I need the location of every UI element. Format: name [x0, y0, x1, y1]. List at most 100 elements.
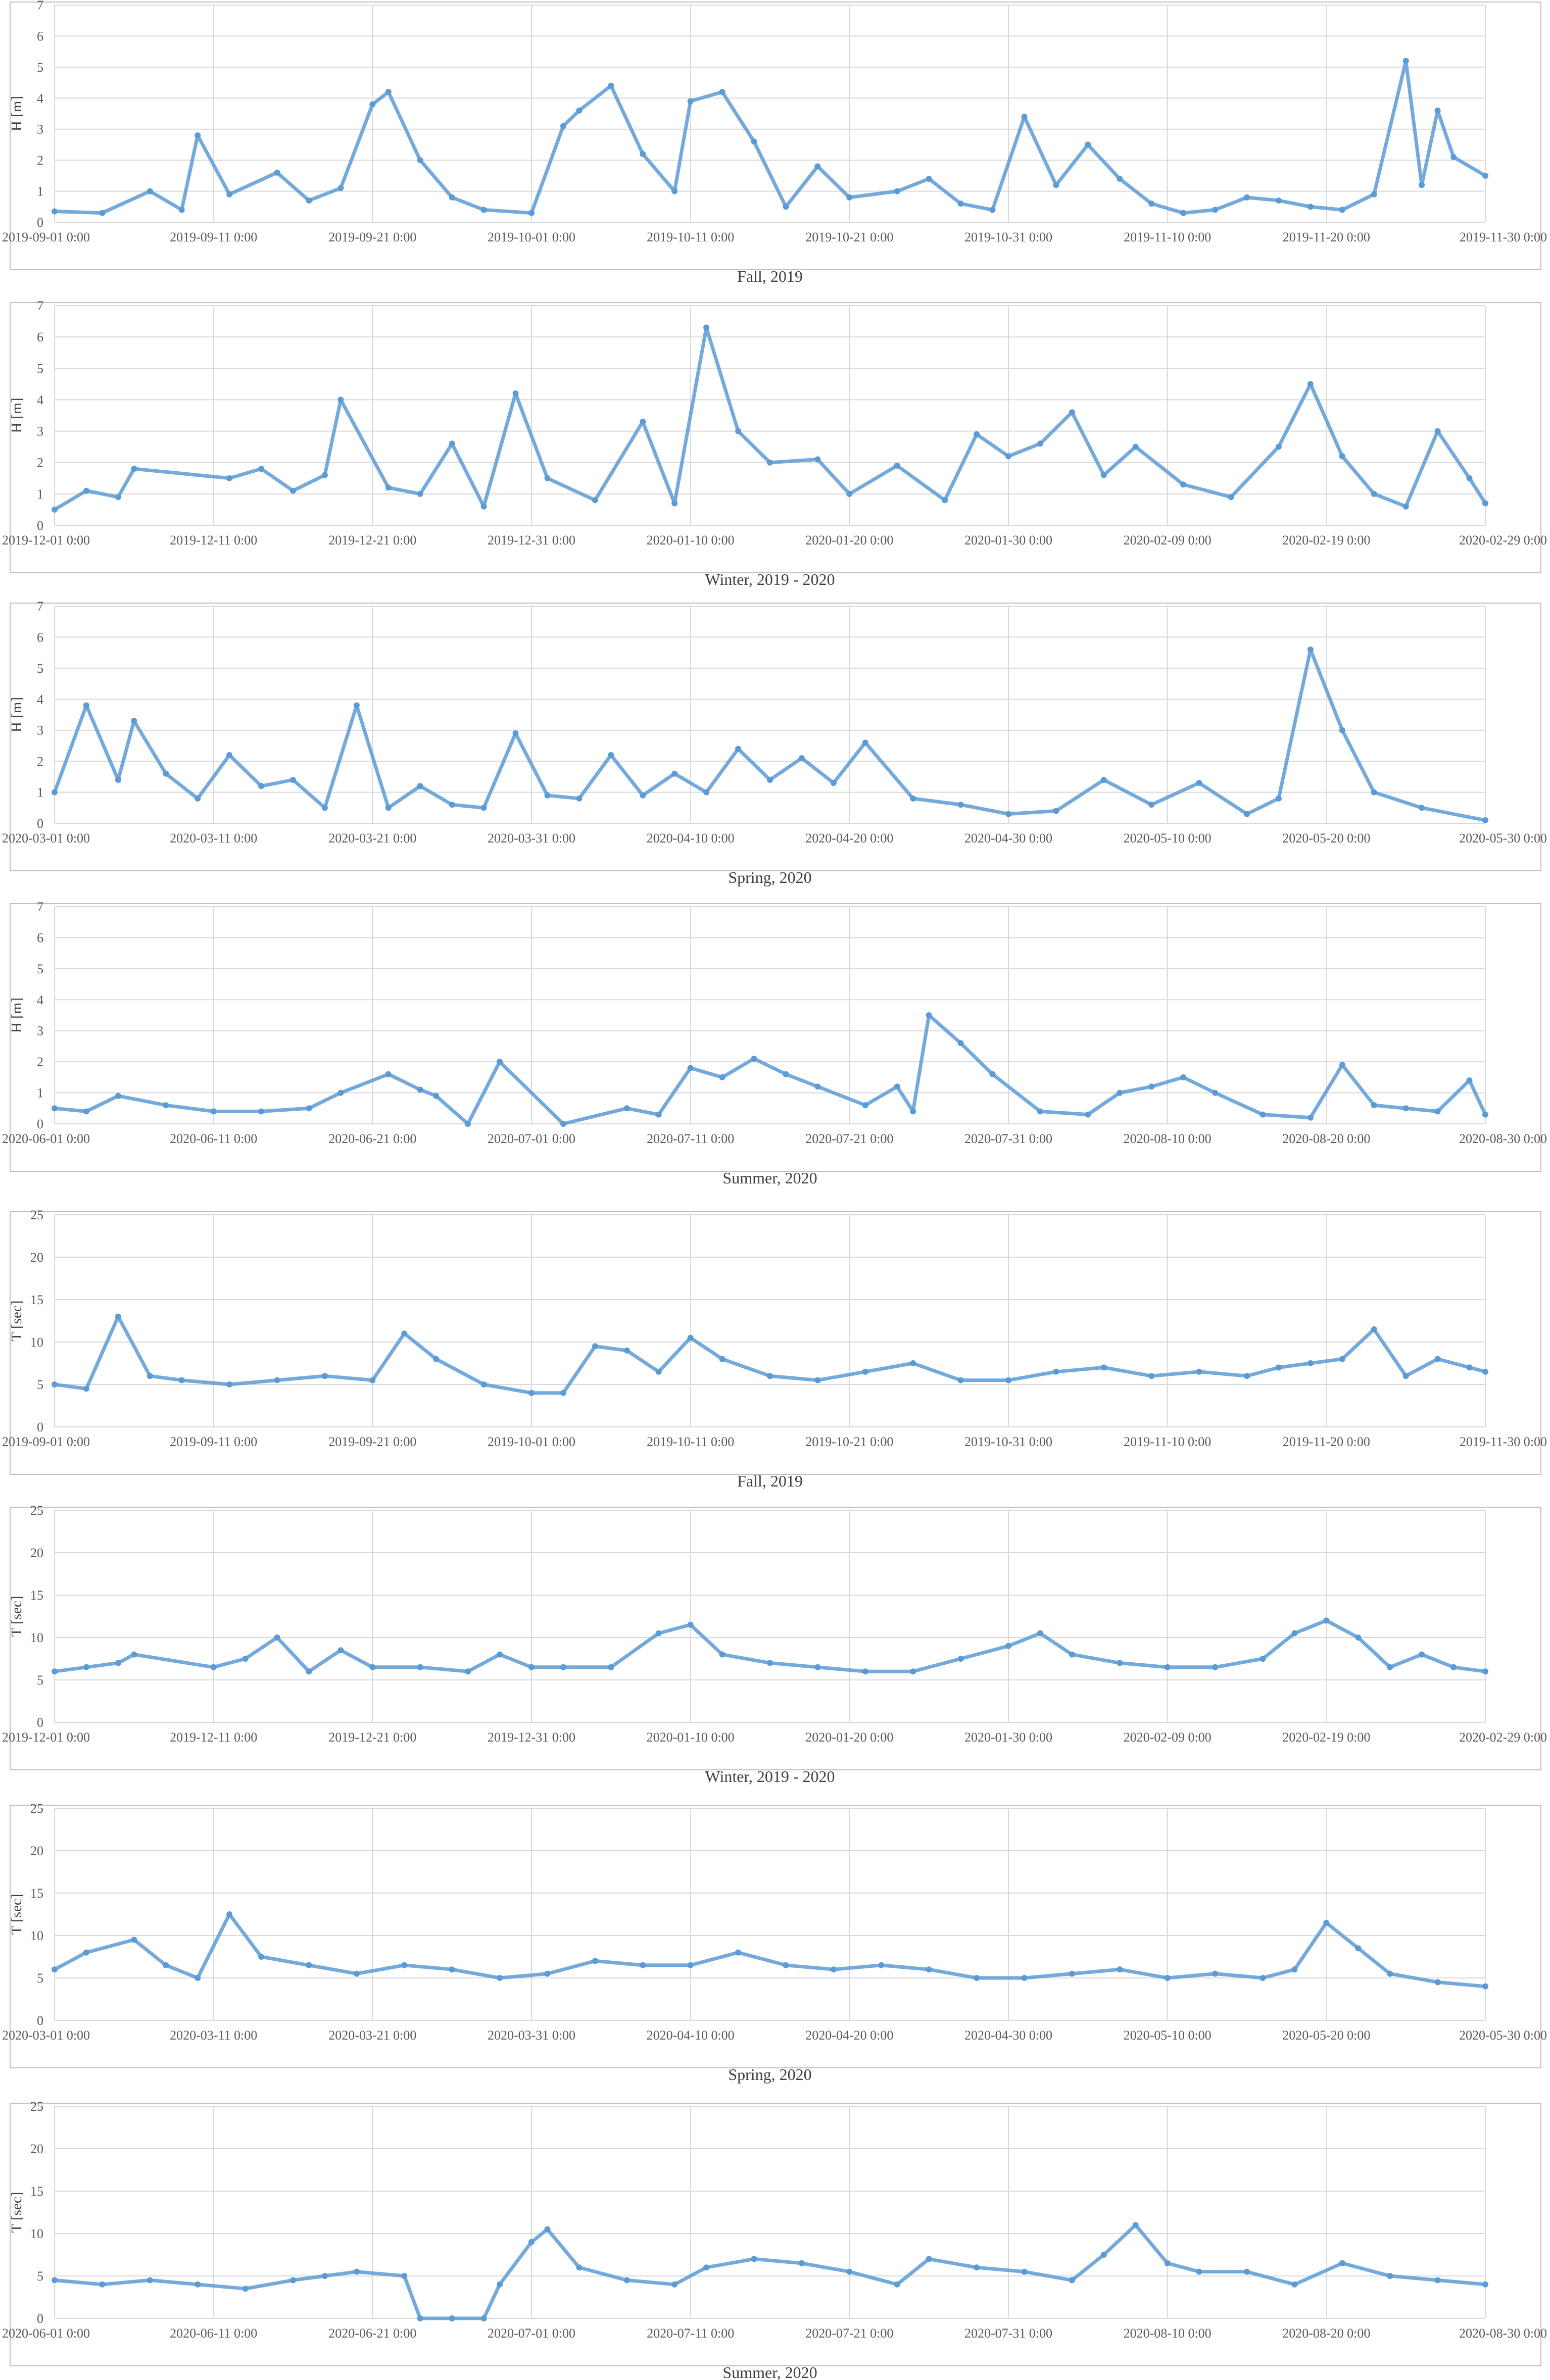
- data-point: [1244, 811, 1250, 817]
- data-point: [1482, 817, 1488, 823]
- data-point: [719, 1356, 725, 1362]
- data-point: [147, 188, 153, 194]
- data-point: [1434, 1108, 1441, 1115]
- y-tick-label: 7: [37, 599, 43, 614]
- y-tick-label: 10: [30, 1335, 43, 1350]
- x-tick-label: 2020-05-30 0:00: [1459, 831, 1547, 846]
- x-tick-label: 2020-08-30 0:00: [1459, 1131, 1547, 1146]
- data-point: [1387, 1664, 1393, 1670]
- data-point: [147, 1373, 153, 1379]
- data-point: [544, 475, 551, 481]
- data-point: [195, 132, 201, 138]
- x-tick-label: 2020-07-21 0:00: [805, 2326, 893, 2341]
- data-point: [1260, 1111, 1266, 1118]
- data-point: [1387, 2273, 1393, 2279]
- data-point: [1244, 1373, 1250, 1379]
- x-tick-label: 2019-09-21 0:00: [328, 230, 416, 244]
- x-tick-label: 2020-08-10 0:00: [1124, 1131, 1212, 1146]
- y-axis-label: H [m]: [9, 697, 25, 732]
- x-tick-label: 2019-10-21 0:00: [805, 230, 893, 244]
- data-point: [449, 2315, 455, 2321]
- data-point: [353, 702, 360, 709]
- data-point: [608, 752, 614, 758]
- data-point: [1434, 428, 1441, 434]
- data-point: [751, 2256, 757, 2262]
- data-point: [1148, 201, 1155, 207]
- y-axis-label: T [sec]: [9, 2192, 25, 2233]
- data-point: [1148, 1373, 1155, 1379]
- data-point: [1275, 1364, 1282, 1371]
- data-point: [989, 1071, 996, 1077]
- data-point: [226, 475, 233, 481]
- data-point: [798, 2260, 805, 2266]
- data-point: [703, 2264, 710, 2271]
- data-point: [528, 210, 535, 216]
- data-point: [1434, 1356, 1441, 1362]
- y-tick-label: 5: [37, 2269, 43, 2284]
- data-point: [528, 1664, 535, 1670]
- data-point: [497, 1975, 503, 1981]
- data-point: [1482, 1368, 1488, 1375]
- data-point: [353, 2268, 360, 2275]
- data-point: [592, 1958, 598, 1964]
- data-point: [1450, 1664, 1457, 1670]
- y-axis-label: H [m]: [9, 96, 25, 131]
- y-axis-label: T [sec]: [9, 1596, 25, 1637]
- data-point: [226, 1381, 233, 1387]
- data-point: [274, 1634, 280, 1641]
- data-point: [1053, 1368, 1059, 1375]
- data-point: [1021, 1975, 1028, 1981]
- data-point: [1355, 1634, 1362, 1641]
- data-point: [1419, 182, 1425, 188]
- data-point: [671, 500, 678, 507]
- chart-panel-7: 0 5 10 15 20 25 2020-03-01 0:00 2020-03-11 0:00…: [2, 1801, 1547, 2084]
- x-tick-label: 2020-06-21 0:00: [328, 1131, 416, 1146]
- x-tick-label: 2019-12-01 0:00: [2, 1730, 90, 1745]
- data-point: [83, 1108, 89, 1115]
- data-point: [1419, 1651, 1425, 1658]
- data-point: [465, 1121, 471, 1127]
- y-tick-label: 15: [30, 1886, 43, 1901]
- data-point: [862, 1102, 868, 1109]
- data-point: [767, 1660, 773, 1666]
- data-point: [1291, 1966, 1298, 1973]
- data-point: [846, 194, 853, 201]
- x-tick-label: 2019-09-11 0:00: [170, 1434, 257, 1449]
- data-point: [560, 1390, 566, 1396]
- data-point: [226, 191, 233, 197]
- data-point: [465, 1668, 471, 1675]
- y-tick-label: 0: [37, 215, 43, 230]
- x-tick-label: 2020-07-31 0:00: [964, 1131, 1052, 1146]
- data-point: [1387, 1970, 1393, 1977]
- y-axis-label: H [m]: [9, 398, 25, 433]
- data-point: [1244, 194, 1250, 201]
- data-point: [433, 1356, 440, 1362]
- data-point: [210, 1664, 217, 1670]
- y-tick-label: 0: [37, 1117, 43, 1131]
- data-point: [1482, 500, 1488, 507]
- data-point: [83, 487, 89, 494]
- series-trace: [54, 59, 1486, 215]
- y-tick-label: 4: [37, 993, 43, 1007]
- data-point: [623, 1105, 630, 1112]
- x-tick-label: 2020-07-11 0:00: [647, 2326, 734, 2341]
- x-tick-label: 2019-10-01 0:00: [488, 230, 575, 244]
- data-point: [767, 1373, 773, 1379]
- data-point: [1307, 381, 1314, 387]
- x-tick-label: 2020-02-19 0:00: [1282, 533, 1370, 548]
- x-tick-label: 2020-03-31 0:00: [488, 831, 575, 846]
- y-tick-label: 6: [37, 630, 43, 644]
- data-point: [1212, 207, 1219, 213]
- data-point: [1212, 1970, 1219, 1977]
- data-point: [449, 1966, 455, 1973]
- data-point: [115, 1093, 121, 1099]
- data-point: [1402, 503, 1409, 510]
- y-tick-label: 5: [37, 962, 43, 976]
- data-point: [719, 89, 725, 95]
- data-point: [1339, 2260, 1345, 2266]
- data-point: [1196, 2268, 1202, 2275]
- data-point: [290, 777, 296, 783]
- data-point: [385, 89, 392, 95]
- y-tick-label: 1: [37, 487, 43, 502]
- data-point: [1164, 2260, 1171, 2266]
